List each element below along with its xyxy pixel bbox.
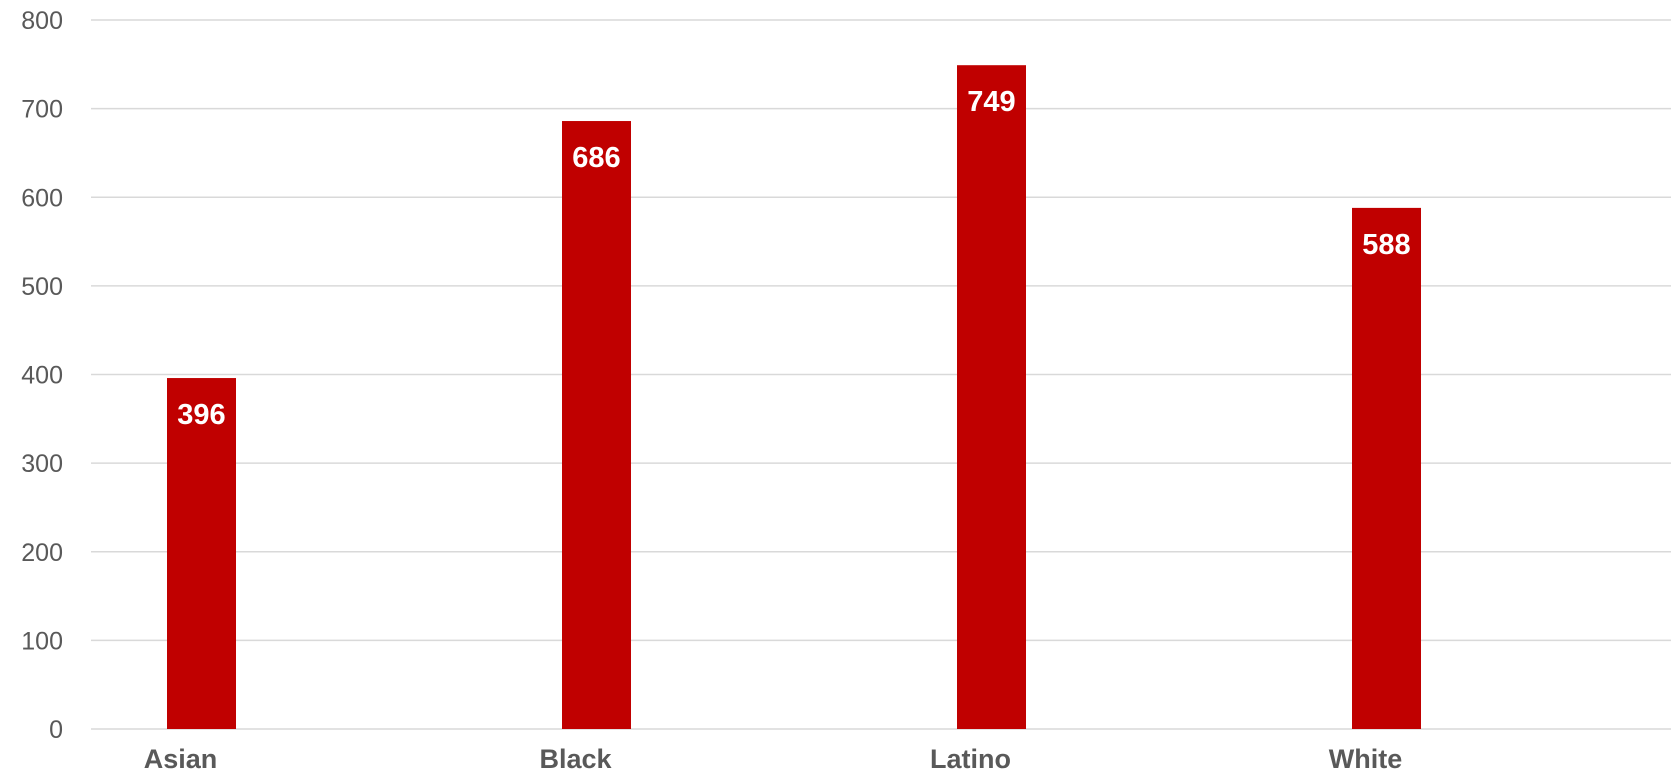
gridlines: [91, 19, 1671, 730]
y-tick-label: 100: [21, 627, 63, 655]
data-label-asian: 396: [177, 399, 225, 431]
y-tick-label: 200: [21, 539, 63, 567]
x-tick-label-black: Black: [539, 744, 612, 774]
y-tick-label: 700: [21, 96, 63, 124]
bar-white: [1352, 207, 1421, 729]
x-tick-label-latino: Latino: [930, 744, 1011, 774]
bar-asian: [167, 378, 236, 729]
data-label-white: 588: [1362, 229, 1410, 261]
x-axis-tick-labels: Asian Black Latino White: [144, 744, 1403, 774]
bar-black: [562, 121, 631, 730]
data-label-black: 686: [572, 142, 620, 174]
y-tick-label: 800: [21, 7, 63, 35]
y-tick-label: 0: [49, 716, 63, 744]
y-tick-label: 400: [21, 362, 63, 390]
data-labels: 396 686 749 588: [177, 86, 1410, 431]
data-label-latino: 749: [967, 86, 1015, 118]
y-axis-tick-labels: 0 100 200 300 400 500 600 700 800: [21, 7, 63, 744]
y-tick-label: 500: [21, 273, 63, 301]
x-tick-label-white: White: [1329, 744, 1403, 774]
x-tick-label-asian: Asian: [144, 744, 218, 774]
y-tick-label: 600: [21, 184, 63, 212]
bar-latino: [957, 65, 1026, 730]
y-tick-label: 300: [21, 450, 63, 478]
bars: [167, 65, 1421, 730]
